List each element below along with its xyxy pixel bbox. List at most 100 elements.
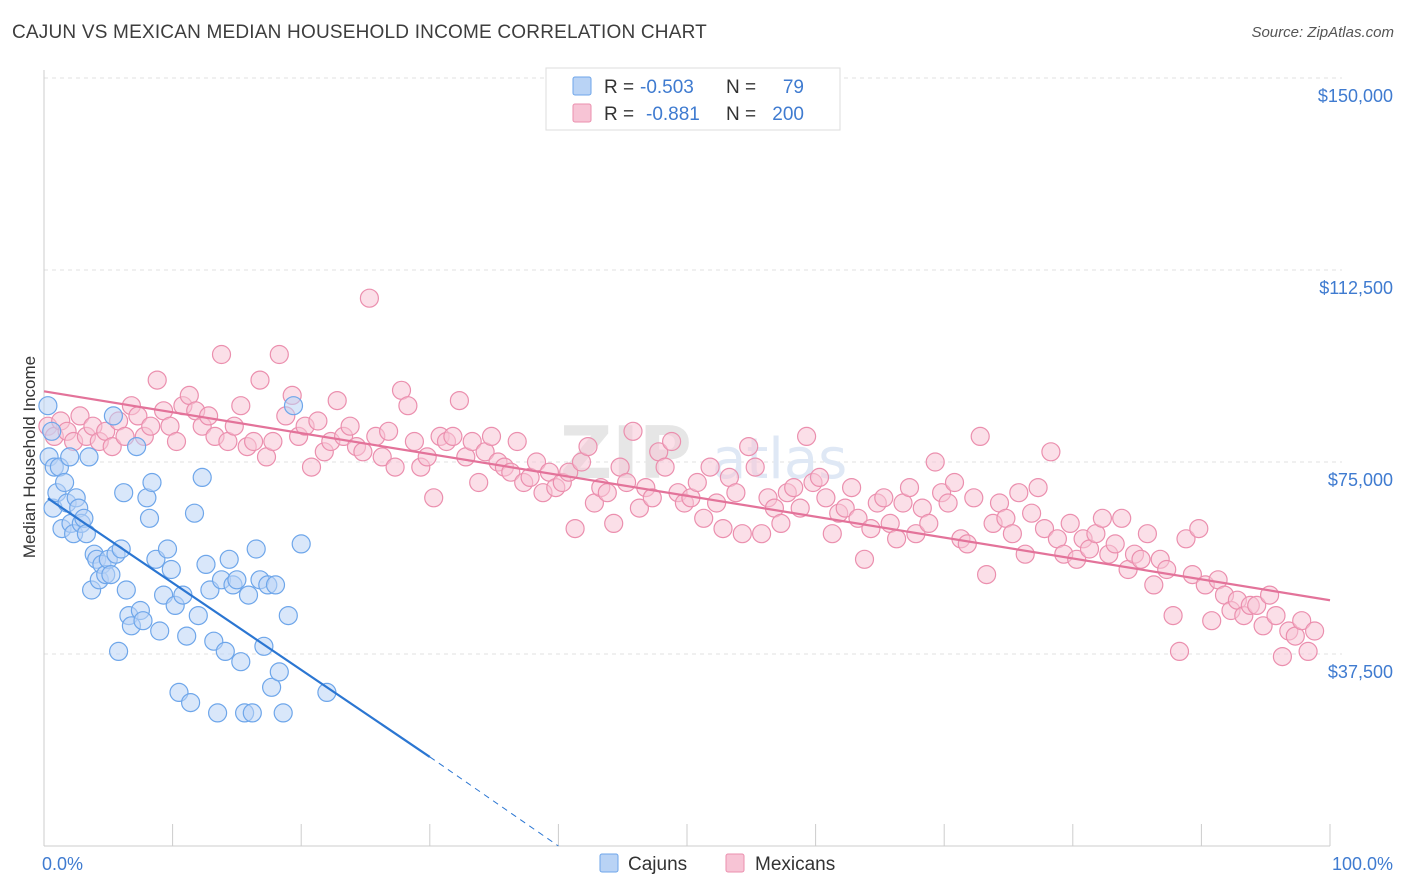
mexican-point	[700, 457, 720, 477]
cajun-point	[215, 641, 235, 662]
cajun-point	[192, 467, 212, 487]
x-tick-label: 0.0%	[42, 854, 83, 874]
mexican-point	[1163, 605, 1183, 626]
cajun-point	[278, 605, 298, 626]
mexican-point	[751, 524, 772, 544]
mexican-point	[886, 529, 907, 549]
mexican-point	[1298, 641, 1318, 662]
legend-bottom-label-mexicans: Mexicans	[755, 854, 835, 875]
mexican-point	[642, 488, 662, 508]
cajun-point	[181, 692, 201, 713]
legend-r-label-mexicans: R =	[604, 104, 634, 125]
legend-n-label-mexicans: N =	[726, 104, 756, 125]
mexican-point	[835, 498, 855, 518]
legend-swatch-cajuns	[572, 76, 592, 96]
cajun-point	[231, 652, 251, 672]
mexican-point	[1034, 518, 1055, 539]
mexican-point	[1028, 478, 1048, 498]
mexican-point	[1169, 641, 1190, 662]
mexican-point	[771, 513, 791, 534]
mexican-point	[353, 442, 373, 462]
mexican-point	[449, 391, 469, 411]
cajun-point	[269, 662, 289, 682]
y-tick-label: $112,500	[1319, 278, 1393, 298]
legend-n-value-mexicans: 200	[772, 104, 804, 125]
mexican-point	[244, 431, 264, 452]
mexican-point	[706, 493, 727, 513]
mexican-point	[919, 513, 939, 534]
mexican-point	[816, 488, 836, 508]
mexican-point	[1202, 611, 1222, 631]
mexican-point	[404, 431, 424, 452]
trend-line-cajuns-extension	[429, 756, 559, 847]
mexican-point	[726, 483, 746, 503]
mexican-point	[398, 396, 418, 416]
mexican-point	[379, 421, 399, 441]
mexican-point	[970, 426, 990, 446]
legend-bottom-swatch-cajuns	[599, 853, 619, 873]
mexican-point	[1272, 646, 1293, 667]
mexican-point	[1105, 534, 1125, 554]
mexican-point	[1112, 508, 1132, 528]
mexican-point	[372, 447, 392, 467]
y-tick-label: $150,000	[1318, 86, 1393, 106]
cajun-point	[265, 575, 286, 595]
mexican-point	[1137, 524, 1158, 544]
mexican-point	[1189, 518, 1209, 539]
cajun-point	[108, 641, 129, 662]
mexican-point	[578, 437, 598, 457]
y-axis-title: Median Household Income	[20, 356, 39, 558]
cajun-point	[116, 580, 136, 600]
mexican-point	[1292, 611, 1312, 631]
cajun-point	[208, 703, 228, 723]
mexican-point	[1144, 575, 1164, 595]
mexican-point	[308, 411, 328, 431]
cajun-point	[150, 621, 170, 641]
cajun-point	[283, 396, 304, 416]
mexican-point	[938, 493, 958, 513]
mexican-point	[899, 478, 920, 498]
mexican-point	[616, 472, 637, 493]
legend-bottom: Cajuns Mexicans	[599, 853, 835, 875]
cajun-point	[127, 437, 147, 457]
mexican-point	[565, 518, 585, 539]
gridlines	[44, 77, 1342, 655]
mexican-point	[874, 488, 894, 508]
legend-top: R = -0.503 N = 79 R = -0.881 N = 200	[545, 67, 841, 131]
mexican-point	[211, 344, 232, 365]
cajun-point	[103, 406, 124, 426]
mexican-point	[462, 431, 482, 452]
cajun-point	[79, 447, 99, 467]
legend-r-value-cajuns: -0.503	[640, 77, 694, 98]
mexican-point	[841, 478, 862, 498]
mexican-point	[199, 406, 219, 426]
mexican-point	[141, 416, 161, 436]
legend-n-label-cajuns: N =	[726, 77, 756, 98]
tick-labels: $37,500 $75,000 $112,500 $150,000 0.0% 100.0%	[42, 86, 1393, 874]
trend-line-cajuns	[47, 497, 431, 758]
mexican-point	[250, 370, 270, 390]
cajun-point	[184, 503, 205, 523]
mexican-point	[424, 488, 444, 508]
mexican-point	[507, 431, 527, 452]
legend-r-label-cajuns: R =	[604, 77, 634, 98]
cajun-point	[142, 472, 162, 493]
mexican-point	[263, 431, 283, 452]
y-tick-label: $75,000	[1328, 470, 1393, 490]
mexican-point	[231, 396, 251, 416]
source-credit: Source: ZipAtlas.com	[1251, 24, 1394, 41]
mexican-point	[1266, 605, 1286, 626]
cajun-point	[133, 611, 153, 631]
trend-lines	[43, 390, 1331, 847]
cajun-point	[101, 564, 121, 585]
y-tick-label: $37,500	[1328, 662, 1393, 682]
mexican-point	[861, 518, 881, 539]
cajun-point	[42, 421, 62, 441]
mexican-point	[1009, 483, 1029, 503]
mexican-point	[629, 498, 650, 518]
mexican-point	[854, 549, 875, 569]
mexican-point	[925, 452, 945, 472]
mexican-point	[417, 447, 437, 467]
mexican-point	[1015, 544, 1035, 564]
mexican-point	[1253, 616, 1273, 636]
